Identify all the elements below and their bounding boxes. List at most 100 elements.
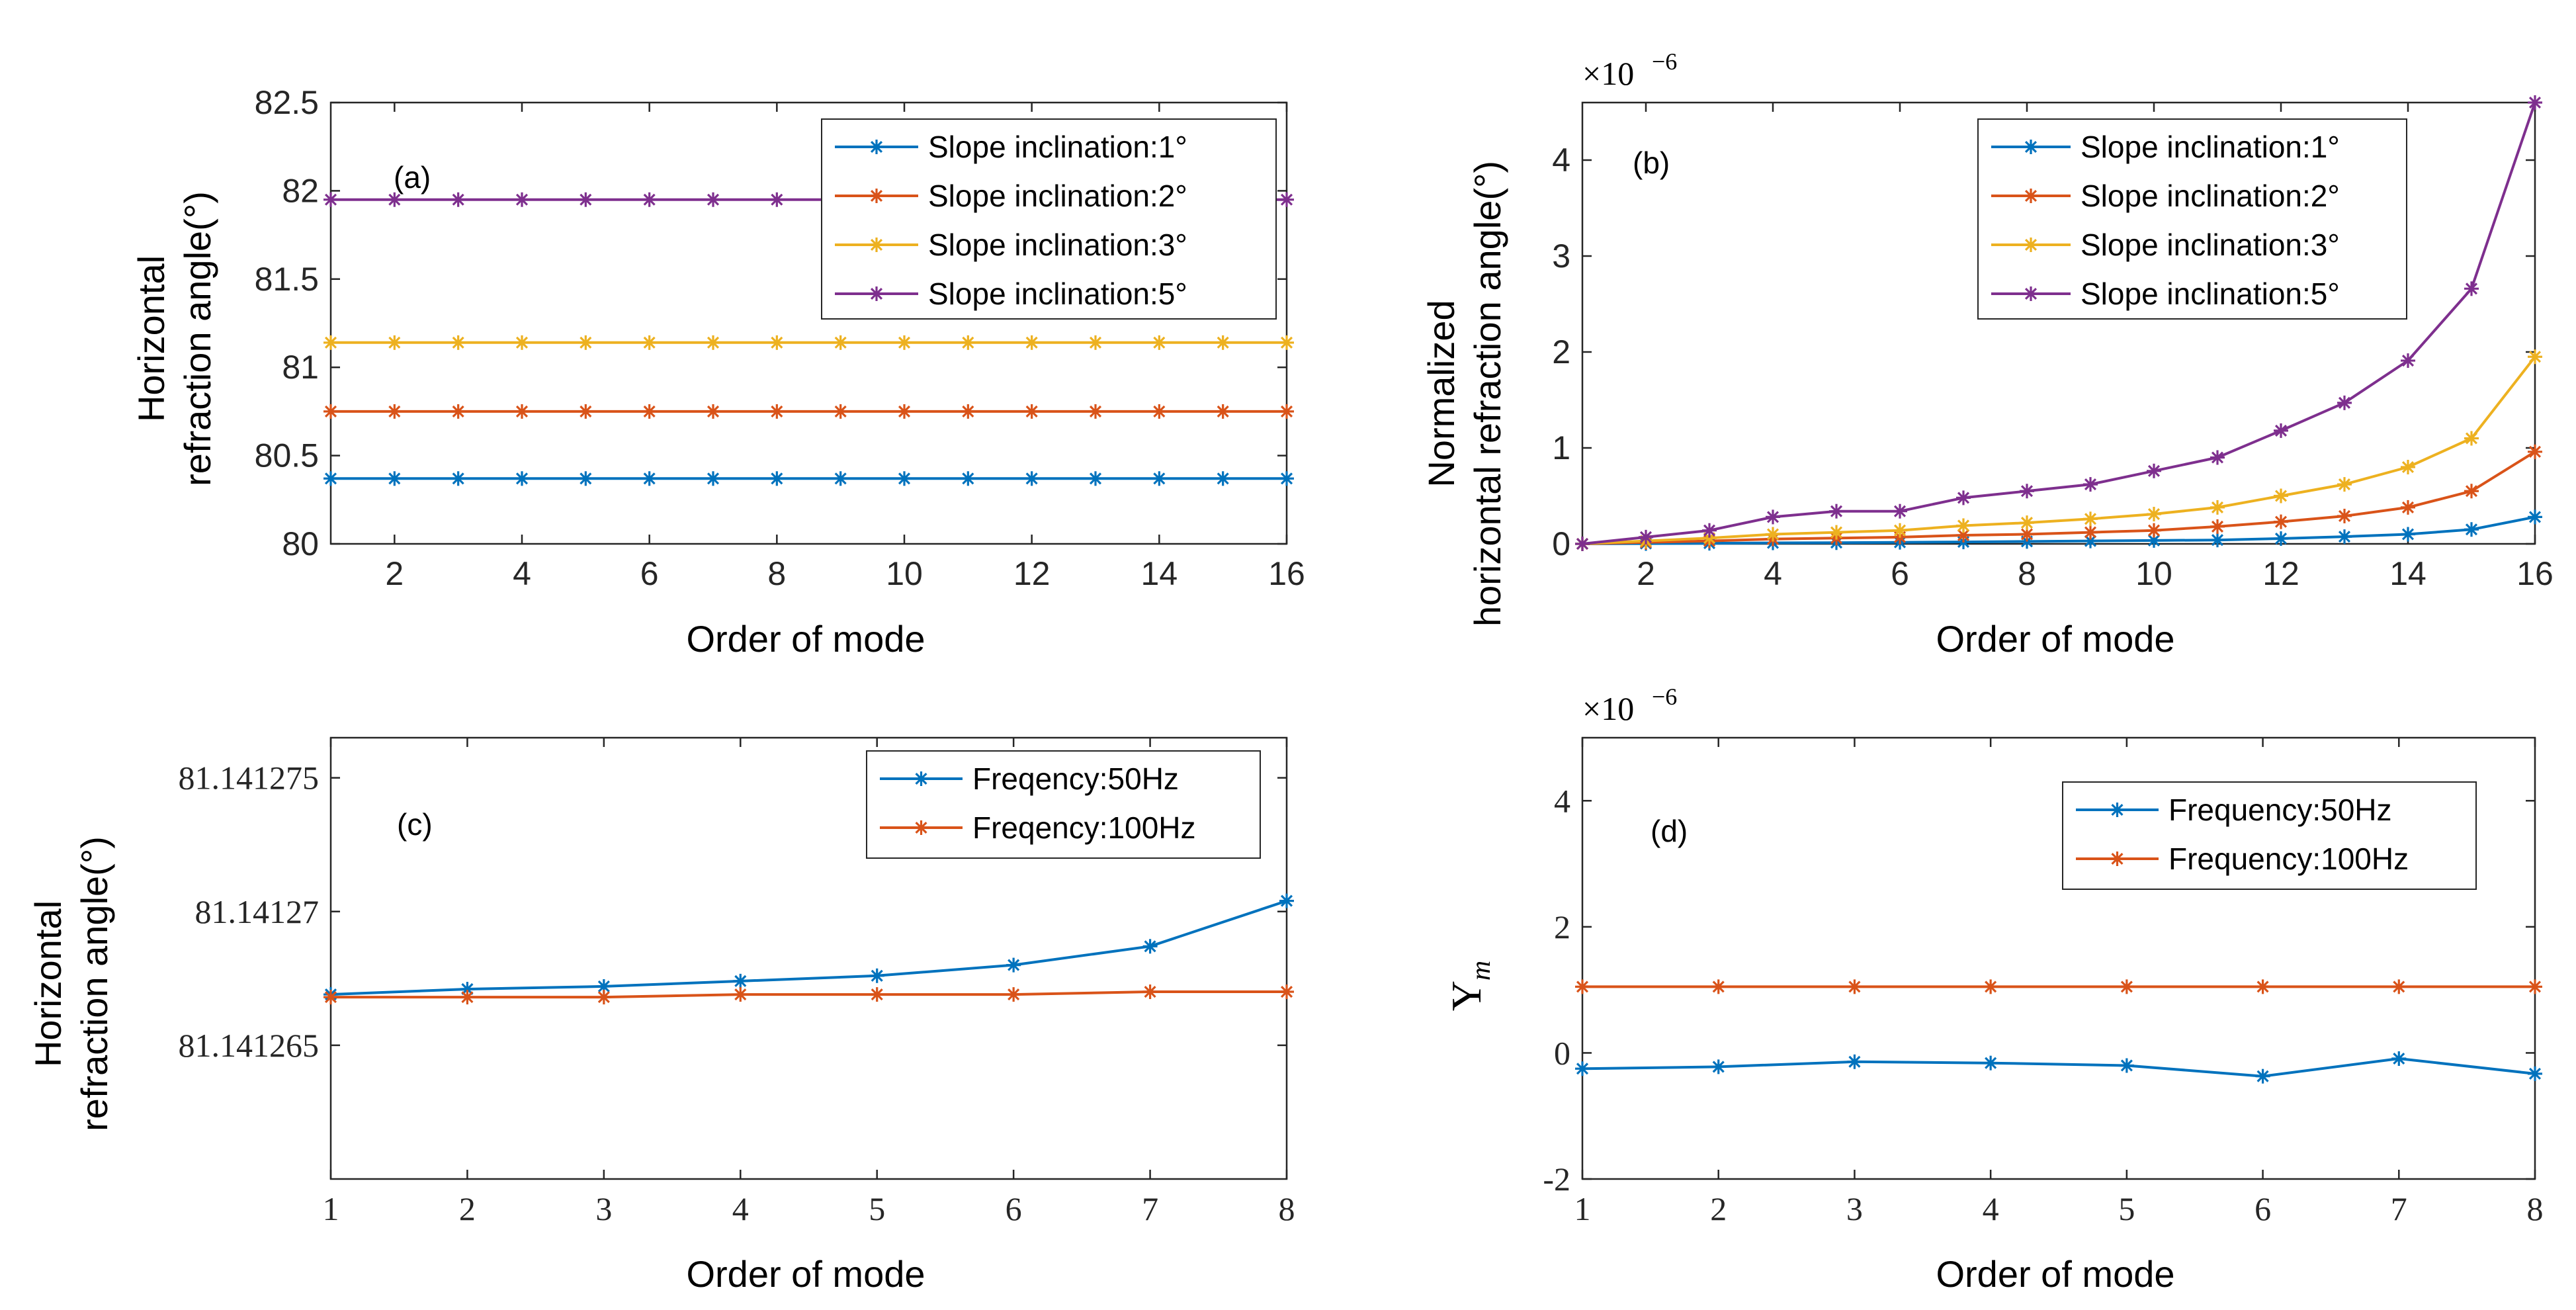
data-point-d-1-2 [1711,1059,1726,1074]
data-point-b-4-1 [1575,537,1590,551]
data-point-a-3-15 [1215,335,1230,350]
y-tick-label: 81.5 [255,261,319,298]
data-point-a-3-14 [1152,335,1167,350]
data-point-b-3-4 [1766,527,1780,542]
x-tick-label: 6 [1891,555,1909,592]
data-point-c-1-5 [869,968,884,983]
legend-a-marker-2 [869,189,884,203]
data-point-b-3-10 [2147,507,2161,522]
data-point-a-3-16 [1279,335,1294,350]
data-point-b-1-10 [2147,533,2161,548]
data-point-a-2-4 [515,404,529,419]
data-point-d-2-3 [1847,979,1862,994]
data-point-b-4-16 [2528,95,2542,110]
series-line-c-2 [331,990,1287,999]
data-point-b-3-6 [1893,523,1907,538]
series-line-d-1 [1582,1057,2536,1078]
x-tick-label: 16 [2516,555,2554,592]
data-point-b-1-14 [2401,527,2415,542]
legend-a-label-2: Slope inclination:2° [928,179,1187,213]
y-tick-label: 4 [1554,782,1570,819]
x-tick-label: 2 [1637,555,1655,592]
data-point-a-2-14 [1152,404,1167,419]
data-point-d-2-6 [2255,979,2270,994]
series-line-c-1 [330,899,1287,996]
data-point-a-1-15 [1215,471,1230,486]
data-point-b-2-16 [2528,444,2542,459]
legend-c-marker-2 [914,820,929,835]
y-tick-label: 1 [1552,429,1570,466]
x-tick-label: 8 [2018,555,2036,592]
data-point-a-1-3 [451,471,466,486]
data-point-b-3-13 [2337,477,2352,492]
panel-a-axes-box [329,101,1288,545]
data-point-a-2-6 [642,404,657,419]
x-tick-label: 8 [2527,1190,2544,1227]
panel-a-label: (a) [394,160,431,195]
legend-b-label-3: Slope inclination:3° [2081,228,2340,262]
data-point-c-2-6 [1006,987,1021,1002]
x-tick-label: 2 [459,1190,476,1227]
x-tick-label: 5 [2118,1190,2135,1227]
data-point-b-4-2 [1639,529,1653,545]
y-tick-label: 2 [1552,333,1570,371]
legend-a-marker-3 [869,238,884,252]
data-point-a-2-13 [1088,404,1103,419]
data-point-a-1-11 [961,471,976,486]
x-tick-label: 1 [323,1190,339,1227]
data-point-c-1-8 [1279,893,1294,908]
data-point-a-2-8 [769,404,785,419]
data-point-a-4-2 [387,192,402,207]
x-tick-label: 4 [1764,555,1782,592]
data-point-b-1-12 [2274,531,2288,546]
legend-a-marker-1 [869,140,884,154]
data-point-a-2-9 [833,404,848,419]
x-tick-label: 12 [1013,555,1051,592]
legend-b-label-1: Slope inclination:1° [2081,130,2340,164]
svg-text:−6: −6 [1652,683,1677,710]
series-line-b-2 [1582,451,2536,545]
data-point-a-3-5 [578,335,593,350]
data-point-a-4-7 [706,192,720,207]
data-point-b-2-12 [2274,514,2288,529]
x-tick-label: 6 [2254,1190,2271,1227]
legend-b-marker-4 [2024,286,2038,301]
data-point-a-2-1 [323,404,338,419]
panel-a-ylabel: Horizontal refraction angle(°) [130,191,218,486]
y-tick-label: 81 [282,349,319,386]
panel-d-ylabel: Υm [1443,961,1496,1012]
legend-d-marker-1 [2110,803,2125,817]
data-point-c-2-4 [733,987,748,1002]
y-tick-label: 80 [282,525,319,562]
panel-c-label: (c) [397,807,433,842]
data-point-a-4-3 [451,192,466,207]
data-point-b-3-8 [2020,515,2034,531]
data-point-a-4-6 [642,192,657,207]
panel-d-axes: 1 2 3 4 5 6 7 8 -2 0 2 4 [1543,736,2544,1227]
data-point-d-2-7 [2391,979,2407,994]
data-point-b-4-10 [2147,463,2161,478]
panel-c-xlabel: Order of mode [686,1253,925,1295]
panel-d-label: (d) [1651,814,1688,848]
data-point-b-3-12 [2274,488,2288,503]
svg-text:×10: ×10 [1582,690,1634,727]
y-tick-label: 80.5 [255,437,319,474]
svg-text:Normalized: Normalized [1420,300,1462,487]
data-point-a-2-15 [1215,404,1230,419]
data-point-a-3-9 [833,335,848,350]
x-tick-label: 4 [513,555,531,592]
panel-a: (a) Order of mode Horizontal refraction … [130,84,1305,660]
data-point-a-1-12 [1024,471,1039,486]
data-point-c-1-6 [1006,957,1021,973]
panel-d-legend: Frequency:50Hz Frequency:100Hz [2062,781,2477,890]
x-tick-label: 6 [1006,1190,1022,1227]
data-point-a-2-16 [1279,404,1294,419]
data-point-a-1-6 [642,471,657,486]
data-point-a-4-1 [323,192,338,207]
legend-c-label-2: Freqency:100Hz [972,810,1196,845]
data-point-a-3-6 [642,335,657,350]
y-tick-label: 81.141275 [179,760,320,797]
panel-c-legend: Freqency:50Hz Freqency:100Hz [866,750,1261,859]
panel-b-series-group [1575,95,2542,551]
x-tick-label: 12 [2262,555,2299,592]
